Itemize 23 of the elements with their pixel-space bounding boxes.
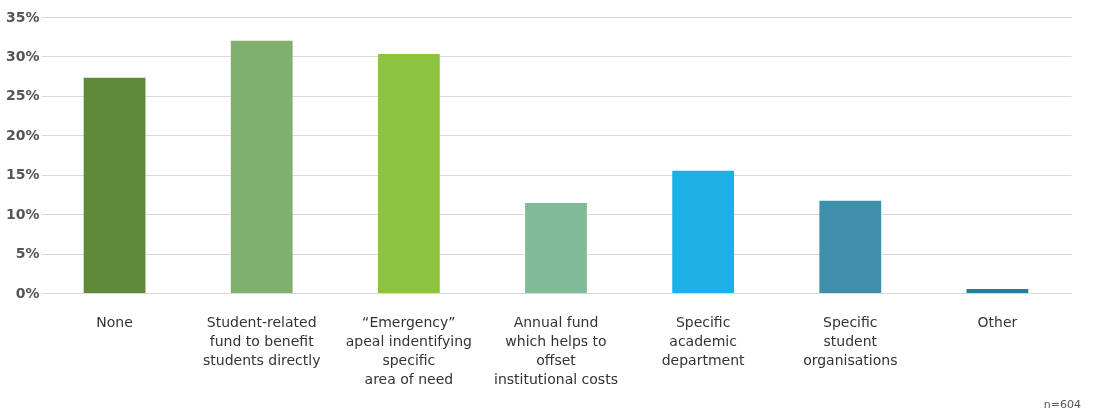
x-tick-label: None bbox=[96, 313, 133, 330]
x-tick-label: Annual fund which helps to offset institutional costs bbox=[494, 313, 618, 387]
y-tick-label: 35% bbox=[5, 8, 40, 25]
text: n=604 bbox=[1043, 398, 1081, 411]
x-tick-label: Student-related fund to benefit students directly bbox=[202, 313, 321, 368]
bar bbox=[377, 54, 440, 293]
x-tick-label: Specific academic department bbox=[661, 313, 746, 368]
y-tick-label: 20% bbox=[5, 126, 40, 143]
y-tick-label: 25% bbox=[5, 87, 40, 104]
y-tick-label: 30% bbox=[5, 47, 40, 64]
y-tick-label: 0% bbox=[15, 284, 40, 301]
bar bbox=[819, 200, 882, 293]
x-tick-label: Other bbox=[977, 313, 1018, 330]
x-tick-label: Specific student organisations bbox=[803, 313, 898, 368]
bar bbox=[525, 203, 587, 293]
y-tick-label: 10% bbox=[5, 205, 40, 222]
bar bbox=[966, 289, 1029, 293]
y-tick-label: 15% bbox=[5, 166, 40, 183]
x-tick-label: “Emergency” apeal indentifying specific area of need bbox=[345, 313, 472, 387]
bar bbox=[83, 77, 146, 293]
bar bbox=[672, 170, 735, 293]
y-tick-label: 5% bbox=[15, 245, 40, 262]
bar bbox=[230, 40, 293, 293]
